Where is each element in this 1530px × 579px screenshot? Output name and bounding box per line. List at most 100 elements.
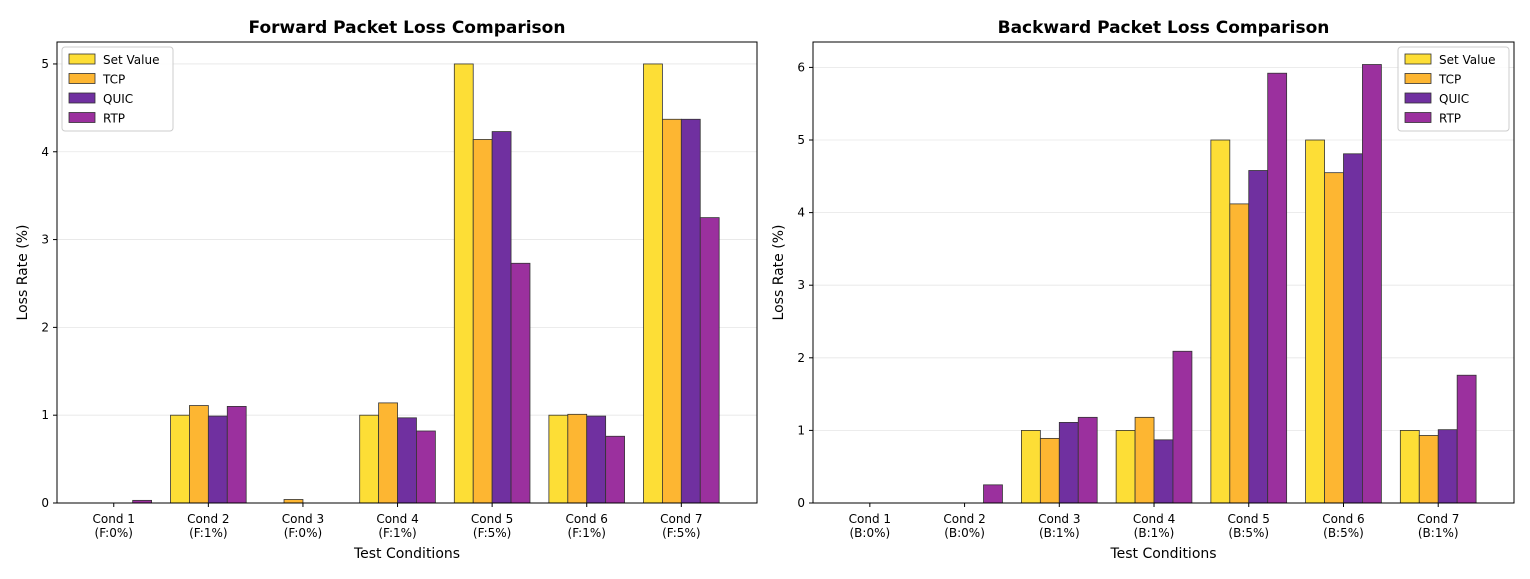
legend-label: Set Value	[1439, 53, 1495, 67]
bar-quic-4	[397, 417, 417, 504]
bar-quic-5	[1248, 170, 1269, 504]
bar-set-value-4	[1115, 430, 1136, 504]
bar-quic-3	[1058, 422, 1079, 504]
bar-tcp-3	[1039, 437, 1060, 504]
bar-set-value-5	[1210, 139, 1231, 504]
bar-tcp-4	[1134, 416, 1155, 504]
x-tick-label: (B:5%)	[1228, 526, 1269, 540]
bar-tcp-4	[378, 402, 398, 504]
x-tick-label: Cond 6	[566, 512, 608, 526]
y-tick-label: 6	[797, 60, 805, 74]
bar-set-value-5	[453, 63, 474, 504]
x-tick-label: (B:1%)	[1134, 526, 1175, 540]
bar-tcp-5	[1229, 203, 1250, 504]
bar-quic-4	[1153, 439, 1174, 504]
legend: Set Value TCP QUIC RTP	[1397, 46, 1510, 132]
y-tick-label: 4	[797, 206, 805, 220]
bar-set-value-7	[643, 63, 663, 504]
x-tick-label: (F:0%)	[284, 526, 322, 540]
bar-rtp-4	[416, 430, 436, 504]
x-tick-label: Cond 3	[282, 512, 324, 526]
bar-quic-6	[1343, 153, 1363, 504]
x-tick-label: Cond 7	[660, 512, 702, 526]
x-axis-label: Test Conditions	[353, 546, 460, 562]
bar-tcp-6	[567, 413, 588, 504]
bar-quic-7	[680, 118, 701, 504]
x-tick-label: (F:0%)	[95, 526, 133, 540]
legend-label: RTP	[1439, 112, 1461, 126]
plot-frame	[812, 41, 1515, 504]
bar-set-value-2	[170, 414, 190, 504]
y-axis-label: Loss Rate (%)	[771, 225, 787, 321]
legend-swatch	[68, 112, 96, 123]
legend: Set Value TCP QUIC RTP	[61, 46, 174, 132]
legend-box	[1397, 46, 1510, 132]
bar-tcp-2	[189, 405, 209, 504]
y-tick-label: 5	[41, 57, 49, 71]
y-axis-label: Loss Rate (%)	[15, 225, 31, 321]
x-tick-label: (F:5%)	[473, 526, 511, 540]
y-tick-label: 3	[41, 233, 49, 247]
bar-set-value-3	[1021, 430, 1041, 504]
legend-swatch	[1404, 112, 1432, 123]
x-tick-label: (F:1%)	[189, 526, 227, 540]
bar-tcp-5	[472, 139, 493, 504]
x-tick-label: Cond 4	[376, 512, 418, 526]
legend-label: Set Value	[103, 53, 159, 67]
bar-set-value-6	[548, 414, 569, 504]
x-tick-label: Cond 1	[849, 512, 891, 526]
legend-label: QUIC	[103, 92, 133, 106]
legend-label: QUIC	[1439, 92, 1469, 106]
bar-set-value-4	[359, 414, 380, 504]
x-tick-label: (F:5%)	[662, 526, 700, 540]
bar-rtp-7	[1456, 374, 1477, 504]
bar-rtp-5	[1267, 72, 1288, 504]
bar-rtp-6	[1362, 64, 1382, 504]
x-tick-label: (B:5%)	[1323, 526, 1364, 540]
legend-swatch	[68, 92, 96, 104]
bar-quic-2	[207, 415, 228, 504]
y-tick-label: 0	[41, 496, 49, 510]
y-tick-label: 0	[797, 496, 805, 510]
x-axis-label: Test Conditions	[1109, 546, 1216, 562]
x-tick-label: Cond 6	[1322, 512, 1364, 526]
bar-rtp-4	[1172, 350, 1193, 504]
chart-title: Forward Packet Loss Comparison	[249, 18, 566, 38]
y-tick-label: 4	[41, 145, 49, 159]
bar-rtp-5	[510, 262, 531, 504]
x-tick-label: Cond 3	[1038, 512, 1080, 526]
legend-label: RTP	[103, 112, 125, 126]
bar-quic-6	[586, 415, 607, 504]
x-tick-label: (F:1%)	[378, 526, 416, 540]
x-tick-label: Cond 1	[93, 512, 135, 526]
legend-swatch	[1404, 73, 1432, 84]
x-tick-label: Cond 5	[471, 512, 513, 526]
legend-swatch	[1404, 92, 1432, 104]
bar-rtp-2	[226, 406, 247, 504]
bar-set-value-7	[1399, 430, 1420, 504]
y-tick-label: 5	[797, 133, 805, 147]
legend-label: TCP	[1438, 73, 1461, 87]
x-tick-label: Cond 7	[1417, 512, 1459, 526]
y-tick-label: 3	[797, 278, 805, 292]
x-tick-label: (B:0%)	[849, 526, 890, 540]
x-tick-label: Cond 5	[1228, 512, 1270, 526]
legend-swatch	[68, 53, 96, 65]
bar-rtp-2	[983, 484, 1003, 504]
bar-quic-5	[491, 131, 512, 504]
y-tick-label: 1	[797, 423, 805, 437]
y-tick-label: 2	[797, 351, 805, 365]
y-tick-label: 2	[41, 320, 49, 334]
bar-rtp-6	[605, 435, 625, 504]
x-tick-label: Cond 4	[1133, 512, 1175, 526]
bar-tcp-6	[1324, 172, 1344, 504]
x-tick-label: Cond 2	[187, 512, 229, 526]
x-tick-label: (B:1%)	[1039, 526, 1080, 540]
bar-tcp-7	[1418, 435, 1439, 504]
bar-rtp-7	[699, 217, 720, 504]
bar-rtp-3	[1077, 416, 1098, 504]
legend-box	[61, 46, 174, 132]
